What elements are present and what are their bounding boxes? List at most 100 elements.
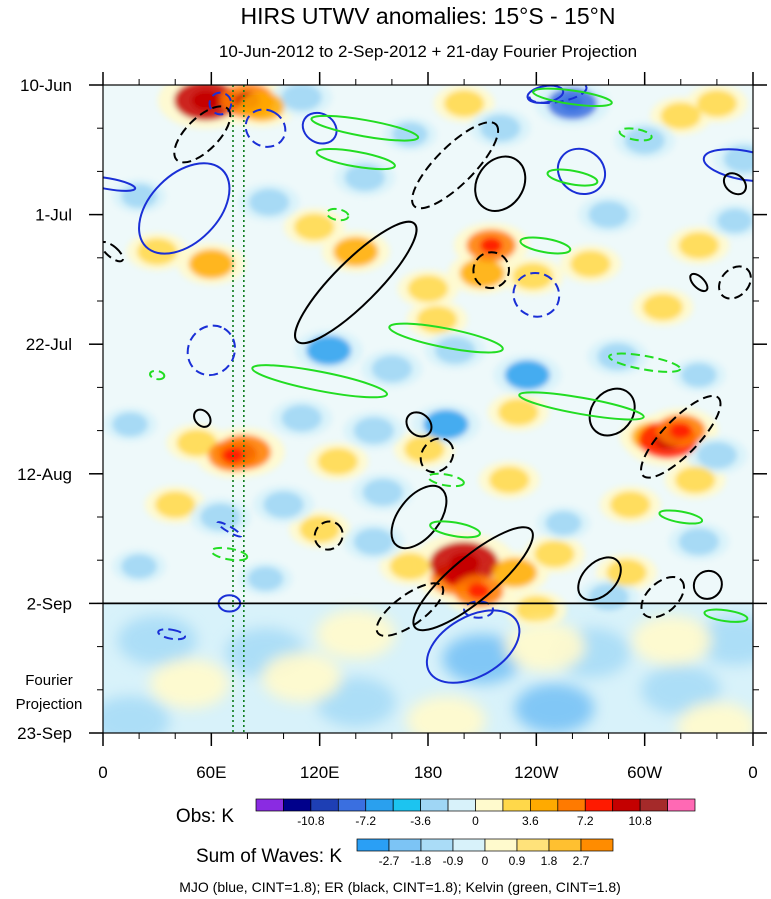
obs-positive-anomaly [239,91,285,122]
obs-anomaly-core [448,552,480,575]
er-negative-contour [173,105,232,164]
obs-positive-anomaly [498,398,539,426]
colorbar-swatch [612,798,641,812]
obs-negative-anomaly [717,208,753,233]
kelvin-negative-contour [326,207,350,222]
colorbar-swatch [484,838,518,852]
colorbar-tick-label: 0.9 [509,854,526,868]
er-positive-contour [294,220,418,345]
obs-negative-anomaly [504,360,550,390]
obs-negative-anomaly [597,343,638,370]
x-tick-label: 120E [300,763,340,782]
projection-label-line2: Projection [16,696,83,713]
obs-negative-anomaly [281,85,322,111]
kelvin-positive-contour [388,322,504,354]
waves-colorbar-label: Sum of Waves: K [196,846,342,867]
colorbar-swatch [452,838,486,852]
projection-negative [442,634,522,684]
colorbar-swatch [530,798,559,812]
y-tick-label: 22-Jul [26,335,72,354]
er-positive-contour [692,569,723,600]
er-negative-contour [313,520,344,551]
obs-negative-anomaly [723,145,753,173]
obs-negative-anomaly [678,528,720,556]
x-tick-label: 60W [627,763,662,782]
mjo-positive-contour [138,162,231,255]
kelvin-positive-contour [658,509,704,525]
kelvin-positive-contour [310,114,420,142]
x-axis: 0 60E 120E 180 120W 60W 0 [98,72,758,782]
er-positive-contour [722,172,747,196]
colorbar-swatch [420,838,454,852]
obs-negative-anomaly [112,412,148,437]
colorbar-swatch [580,838,614,852]
obs-positive-anomaly [696,90,738,117]
mjo-negative-contour [244,108,287,148]
obs-negative-anomaly [121,183,157,209]
projection-positive [406,695,486,733]
projection-negative [641,665,721,715]
obs-positive-anomaly [570,250,611,278]
mjo-positive-contour [425,609,521,684]
er-negative-contour [640,394,722,479]
obs-negative-anomaly [200,503,241,531]
obs-positive-anomaly [492,557,538,588]
er-negative-contour [718,265,752,300]
chart-subtitle: 10-Jun-2012 to 2-Sep-2012 + 21-day Fouri… [219,42,637,61]
er-positive-contour [588,387,636,437]
x-tick-label: 180 [414,763,442,782]
er-positive-contour [474,155,527,212]
y-tick-label: 12-Aug [17,465,72,484]
colorbar-tick-label: -0.9 [443,854,464,868]
colorbar-tick-label: 3.6 [522,814,539,828]
projection-negative [117,615,197,666]
colorbar-tick-label: -3.6 [410,814,431,828]
obs-positive-anomaly [512,262,553,290]
projection-negative [103,695,170,733]
obs-positive-anomaly [675,466,716,494]
reference-longitude-lines [232,85,245,733]
er-negative-contour [419,437,455,474]
chart-title: HIRS UTWV anomalies: 15°S - 15°N [240,3,615,29]
contour-legend: MJO (blue, CINT=1.8); ER (black, CINT=1.… [179,879,621,895]
obs-anomaly-core [669,422,692,439]
obs-positive-anomaly [407,275,449,303]
obs-positive-anomaly [389,552,431,580]
kelvin-negative-contour [618,127,653,142]
colorbar-tick-label: -7.2 [355,814,376,828]
colorbar-swatch [388,838,422,852]
wave-contours [103,85,753,684]
er-negative-contour [103,240,124,263]
obs-positive-anomaly [489,466,530,494]
mjo-positive-contour [702,148,753,183]
kelvin-negative-contour [210,546,249,562]
er-negative-contour [375,582,445,637]
colorbar-swatch [548,838,582,852]
x-tick-label: 120W [514,763,558,782]
obs-negative-anomaly [392,122,428,147]
obs-positive-anomaly [317,448,358,475]
obs-negative-anomaly [680,362,717,388]
colorbar-swatch [283,798,312,812]
kelvin-negative-contour [427,472,465,488]
colorbar-swatch [584,798,614,812]
colorbar-tick-label: -1.8 [411,854,432,868]
er-negative-contour [411,121,500,210]
projection-positive [505,621,586,672]
obs-positive-anomaly [294,213,335,241]
er-negative-contour [640,575,686,619]
projection-positive [316,609,396,659]
y-tick-label: 10-Jun [20,76,72,95]
mjo-negative-contour [512,271,561,318]
colorbar-swatch [337,798,367,812]
obs-positive-anomaly [516,596,557,624]
projection-negative [514,683,595,733]
kelvin-positive-contour [546,168,599,187]
y-tick-label: 23-Sep [17,724,72,743]
obs-negative-anomaly [588,201,629,229]
obs-negative-anomaly [248,188,290,216]
mjo-negative-contour [463,600,494,619]
obs-negative-anomaly [588,583,629,611]
obs-negative-anomaly [121,554,157,579]
mjo-negative-contour [208,91,233,116]
